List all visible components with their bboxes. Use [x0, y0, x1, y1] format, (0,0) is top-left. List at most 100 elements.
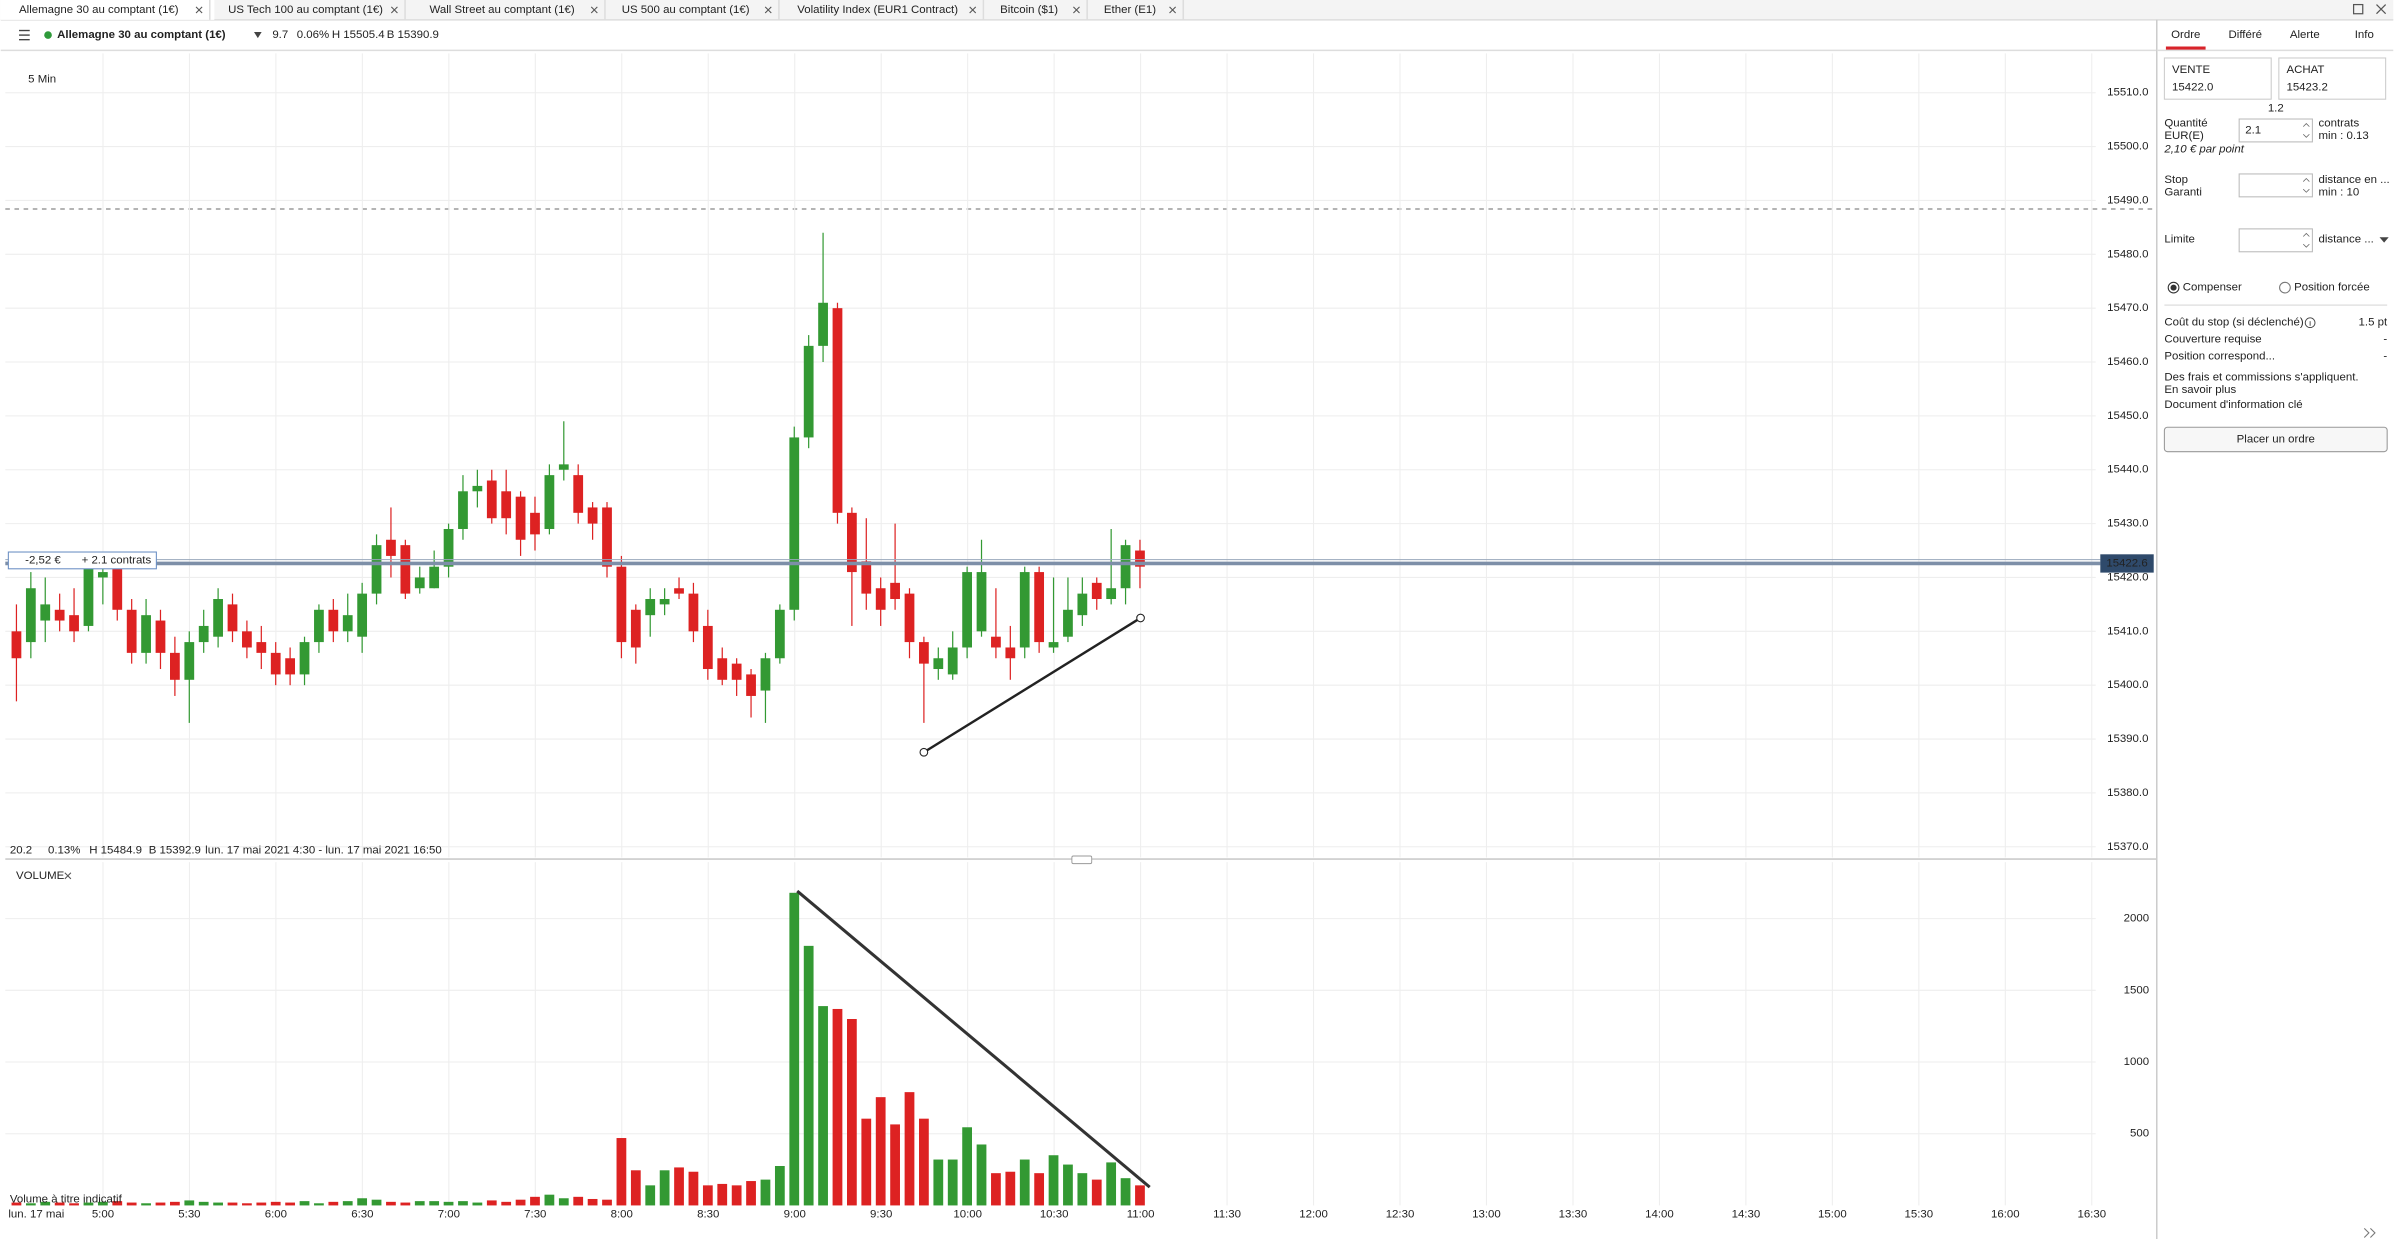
- volume-bar: [11, 1202, 22, 1206]
- instrument-tab[interactable]: Volatility Index (EUR1 Contract): [797, 4, 958, 16]
- maximize-button[interactable]: [2352, 3, 2364, 15]
- date-range: lun. 17 mai 2021 4:30 - lun. 17 mai 2021…: [205, 845, 442, 857]
- candle-body: [285, 658, 296, 675]
- candle-body: [645, 599, 656, 616]
- candle-body: [256, 642, 267, 653]
- candle-body: [602, 507, 612, 567]
- pane-resize-handle[interactable]: [1071, 855, 1093, 865]
- menu-button[interactable]: [19, 29, 30, 41]
- volume-bar: [213, 1202, 223, 1206]
- volume-bar: [515, 1199, 526, 1206]
- info-icon[interactable]: [2304, 317, 2316, 329]
- submit-label[interactable]: Placer un ordre: [2237, 433, 2315, 445]
- limit-label: Limite: [2164, 234, 2195, 246]
- volume-title: VOLUME: [16, 870, 65, 882]
- stepper[interactable]: [2302, 177, 2310, 193]
- x-tick-label: 8:30: [697, 1209, 719, 1221]
- radio-dot: [2170, 284, 2177, 291]
- candle-body: [573, 475, 584, 513]
- x-tick-label: 10:00: [953, 1209, 982, 1221]
- session-low: B 15390.9: [387, 29, 439, 41]
- y-tick-label: 15460.0: [2107, 356, 2148, 368]
- candle-body: [270, 652, 281, 675]
- instrument-tab[interactable]: Wall Street au comptant (1€): [429, 4, 574, 16]
- text-input[interactable]: [2238, 118, 2313, 143]
- candle-body: [97, 572, 108, 578]
- panel-tab[interactable]: Différé: [2229, 29, 2262, 41]
- candle-body: [11, 631, 22, 659]
- position-tag[interactable]: [7, 551, 157, 570]
- collapse-panel[interactable]: [2363, 1227, 2376, 1238]
- volume-bar: [602, 1199, 612, 1206]
- tab-close[interactable]: [590, 6, 598, 14]
- submit-button[interactable]: [2163, 426, 2388, 453]
- volume-bar: [386, 1201, 396, 1206]
- volume-bar: [630, 1170, 641, 1206]
- currency: EUR(E): [2164, 130, 2204, 142]
- tab-close[interactable]: [764, 6, 772, 14]
- y-tick-label: 15480.0: [2107, 248, 2148, 260]
- learn-more-link[interactable]: En savoir plus: [2164, 384, 2236, 396]
- candle-body: [458, 491, 468, 529]
- volume-bar: [530, 1196, 540, 1206]
- stepper[interactable]: [2302, 123, 2310, 138]
- x-tick-label: 9:00: [784, 1209, 806, 1221]
- tab-close[interactable]: [969, 6, 977, 14]
- text-input[interactable]: [2238, 173, 2313, 198]
- kid-link[interactable]: Document d'information clé: [2164, 399, 2302, 411]
- position-pnl: -2,52 €: [25, 554, 61, 566]
- volume-bar: [25, 1203, 36, 1206]
- x-tick-label: 10:30: [1040, 1209, 1069, 1221]
- volume-bar: [328, 1201, 339, 1206]
- volume-bar: [587, 1198, 598, 1206]
- volume-bar: [1048, 1155, 1059, 1206]
- last-price-label: 15422.6: [2106, 557, 2147, 569]
- volume-bar: [40, 1201, 51, 1206]
- volume-bar: [1091, 1179, 1102, 1206]
- instrument-tab[interactable]: US Tech 100 au comptant (1€): [228, 4, 383, 16]
- volume-trend-line: [796, 889, 1151, 1189]
- tab-close[interactable]: [1169, 6, 1177, 14]
- trend-line: [923, 616, 1142, 754]
- buy-box[interactable]: [2278, 57, 2387, 100]
- stop-label: Stop: [2164, 174, 2188, 186]
- quantity-label: Quantité: [2164, 118, 2207, 130]
- volume-bar: [544, 1194, 555, 1206]
- stepper[interactable]: [2302, 232, 2310, 248]
- instrument-tab[interactable]: Ether (E1): [1104, 4, 1156, 16]
- spread: 1.2: [2268, 102, 2284, 114]
- x-tick-label: 6:00: [265, 1209, 287, 1221]
- volume-bar: [875, 1097, 886, 1206]
- panel-tab[interactable]: Ordre: [2171, 29, 2200, 41]
- volume-bar: [54, 1202, 65, 1206]
- instrument-tab[interactable]: Bitcoin ($1): [1000, 4, 1058, 16]
- instrument-tab[interactable]: Allemagne 30 au comptant (1€): [19, 4, 179, 16]
- tab-close[interactable]: [195, 6, 203, 14]
- candle-body: [141, 615, 151, 653]
- volume-bar: [472, 1202, 483, 1206]
- volume-close[interactable]: [64, 872, 72, 880]
- panel-tab[interactable]: Alerte: [2290, 29, 2320, 41]
- close-button[interactable]: [2376, 4, 2387, 15]
- volume-bar: [170, 1201, 180, 1206]
- tab-close[interactable]: [390, 6, 398, 14]
- tab-close[interactable]: [1073, 6, 1080, 14]
- y-tick-label: 15450.0: [2107, 410, 2148, 422]
- tab-bar: [0, 0, 2394, 20]
- instrument-dropdown[interactable]: [254, 32, 262, 39]
- instrument-tab[interactable]: US 500 au comptant (1€): [622, 4, 750, 16]
- limit-dropdown[interactable]: [2379, 237, 2389, 243]
- x-tick-label: 9:30: [870, 1209, 892, 1221]
- radio[interactable]: [2279, 281, 2291, 294]
- range-low: B 15392.9: [149, 845, 201, 857]
- panel-tab[interactable]: Info: [2355, 29, 2374, 41]
- volume-bar: [342, 1201, 353, 1206]
- instrument-name[interactable]: Allemagne 30 au comptant (1€): [57, 29, 226, 41]
- sell-box[interactable]: [2163, 57, 2272, 100]
- candle-body: [674, 588, 684, 594]
- change-percent: 0.06%: [297, 29, 329, 41]
- text-input[interactable]: [2238, 228, 2313, 253]
- candle-body: [371, 545, 382, 594]
